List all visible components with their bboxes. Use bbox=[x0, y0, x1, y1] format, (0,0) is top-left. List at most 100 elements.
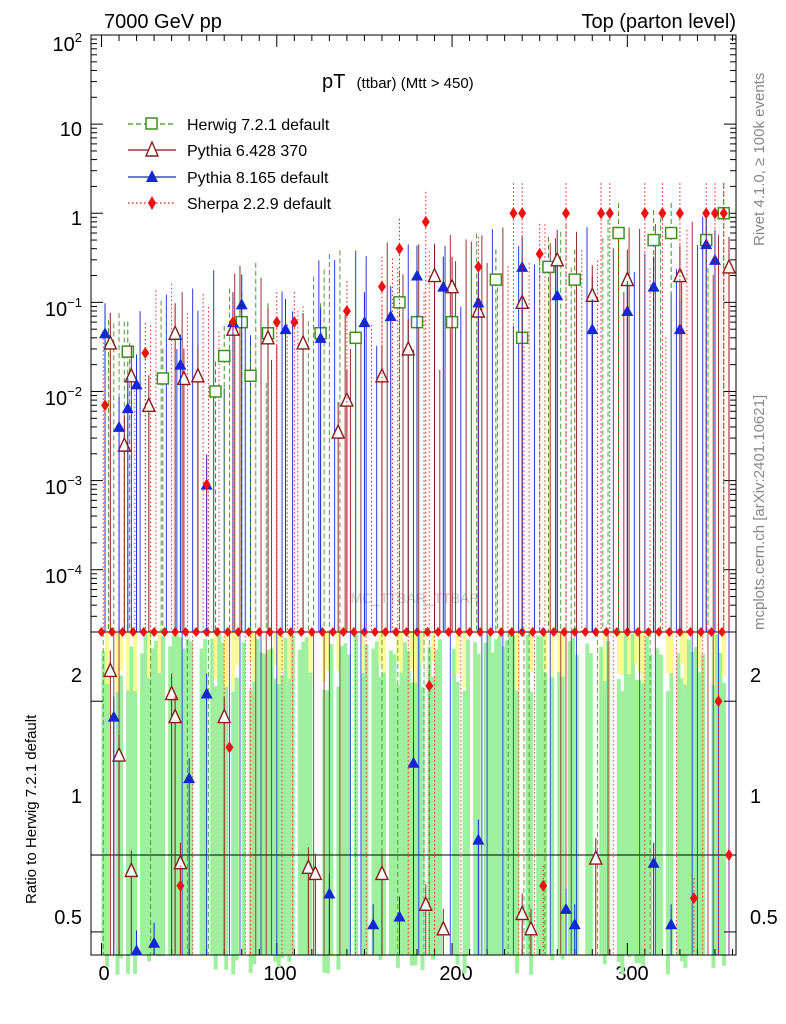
ratio-point-pythia8 bbox=[559, 902, 572, 914]
ratio-point-pythia8 bbox=[393, 910, 406, 922]
ratio-band-green bbox=[217, 632, 222, 955]
ratio-band-green bbox=[381, 672, 386, 956]
ratio-band-yellow bbox=[234, 632, 239, 665]
main-point-pythia8 bbox=[121, 402, 134, 414]
main-floor-marker bbox=[539, 627, 548, 637]
main-floor-marker bbox=[528, 627, 537, 637]
ratio-band-green bbox=[346, 654, 351, 955]
main-y-tick-label: 10−1 bbox=[45, 295, 82, 321]
ratio-band-green bbox=[665, 691, 670, 975]
ratio-band-green bbox=[147, 678, 152, 962]
ratio-band-green bbox=[325, 690, 330, 974]
ratio-point-pythia6 bbox=[173, 854, 188, 870]
main-floor-marker bbox=[560, 627, 569, 637]
main-point-pythia8 bbox=[411, 269, 424, 281]
ratio-point-pythia6 bbox=[124, 861, 139, 878]
main-floor-marker bbox=[717, 627, 726, 637]
ratio-y-tick-label: 0.5 bbox=[54, 907, 82, 929]
ratio-band-yellow bbox=[560, 632, 565, 688]
main-y-tick-exp: −3 bbox=[67, 473, 82, 488]
main-y-tick-exp: 2 bbox=[75, 30, 82, 45]
ratio-band-green bbox=[413, 682, 418, 966]
ratio-band-yellow bbox=[550, 632, 555, 685]
main-floor-marker bbox=[402, 627, 411, 637]
main-point-herwig bbox=[393, 296, 406, 309]
legend-label-pythia6: Pythia 6.428 370 bbox=[187, 143, 307, 160]
ratio-band-green bbox=[213, 686, 218, 970]
ratio-y-tick-label-right: 2 bbox=[750, 665, 761, 687]
ratio-point-pythia6 bbox=[374, 864, 390, 881]
ratio-band-yellow bbox=[133, 632, 138, 700]
ratio-band-green bbox=[199, 648, 204, 955]
main-point-sherpa bbox=[377, 280, 386, 293]
ratio-band-green bbox=[529, 691, 534, 975]
main-point-sherpa bbox=[202, 478, 211, 491]
ratio-band-green bbox=[438, 639, 443, 955]
main-floor-marker bbox=[223, 627, 232, 637]
ratio-band-green bbox=[129, 646, 134, 955]
ratio-band-green bbox=[466, 639, 471, 955]
ratio-band-green bbox=[143, 634, 148, 955]
main-point-herwig bbox=[664, 226, 678, 240]
ratio-point-pythia6 bbox=[523, 920, 539, 936]
ratio-band-green bbox=[371, 648, 376, 955]
ratio-band-green bbox=[658, 654, 663, 955]
main-point-sherpa bbox=[658, 207, 667, 220]
main-y-tick-base: 10 bbox=[45, 566, 67, 588]
ratio-band-green bbox=[171, 635, 176, 955]
main-point-pythia8 bbox=[384, 310, 397, 322]
ratio-band-yellow bbox=[336, 632, 341, 672]
main-floor-marker bbox=[476, 627, 485, 637]
ratio-band-green bbox=[669, 673, 674, 957]
ratio-band-green bbox=[490, 652, 495, 955]
main-point-sherpa bbox=[535, 247, 544, 260]
main-floor-marker bbox=[286, 627, 295, 637]
main-floor-marker bbox=[108, 627, 117, 637]
main-floor-marker bbox=[181, 627, 190, 637]
ratio-band-yellow bbox=[276, 632, 281, 698]
ratio-band-green bbox=[161, 636, 166, 955]
ratio-band-green bbox=[476, 653, 481, 955]
ratio-band-green bbox=[374, 641, 379, 955]
main-point-pythia6 bbox=[672, 266, 688, 283]
ratio-point-pythia6 bbox=[217, 707, 232, 724]
ratio-band-yellow bbox=[627, 632, 632, 682]
main-floor-marker bbox=[455, 627, 464, 637]
ratio-band-green bbox=[301, 641, 306, 955]
main-y-tick-base: 10 bbox=[45, 299, 67, 321]
main-floor-marker bbox=[150, 627, 159, 637]
ratio-band-green bbox=[473, 642, 478, 955]
main-floor-marker bbox=[139, 627, 148, 637]
ratio-band-yellow bbox=[273, 632, 278, 666]
ratio-band-green bbox=[220, 642, 225, 955]
main-floor-marker bbox=[497, 627, 506, 637]
ratio-band-green bbox=[140, 653, 145, 955]
main-point-herwig bbox=[612, 226, 625, 240]
ratio-point-pythia8 bbox=[472, 833, 485, 845]
ratio-band-green bbox=[644, 636, 649, 955]
main-point-herwig bbox=[156, 372, 170, 385]
main-point-pythia6 bbox=[374, 367, 390, 383]
main-y-tick-label: 102 bbox=[53, 30, 82, 56]
ratio-point-pythia6 bbox=[418, 895, 433, 911]
ratio-band-yellow bbox=[616, 632, 621, 674]
main-floor-marker bbox=[339, 627, 348, 637]
main-point-pythia6 bbox=[721, 258, 737, 274]
main-point-sherpa bbox=[101, 399, 110, 412]
main-point-sherpa bbox=[228, 316, 237, 329]
ratio-band-yellow bbox=[287, 632, 292, 696]
main-point-herwig bbox=[542, 260, 555, 274]
main-floor-marker bbox=[234, 627, 243, 637]
ratio-band-green bbox=[378, 676, 383, 960]
ratio-band-green bbox=[452, 648, 457, 955]
ratio-band-green bbox=[599, 646, 604, 955]
ratio-band-green bbox=[210, 638, 215, 955]
ratio-point-pythia6 bbox=[515, 904, 530, 921]
main-floor-marker bbox=[265, 627, 274, 637]
ratio-point-pythia6 bbox=[308, 864, 323, 881]
main-point-sherpa bbox=[702, 207, 711, 220]
x-tick-labels: 0 100 200 300 bbox=[98, 963, 648, 985]
ratio-band-green bbox=[255, 638, 260, 955]
ratio-band-green bbox=[714, 634, 719, 955]
